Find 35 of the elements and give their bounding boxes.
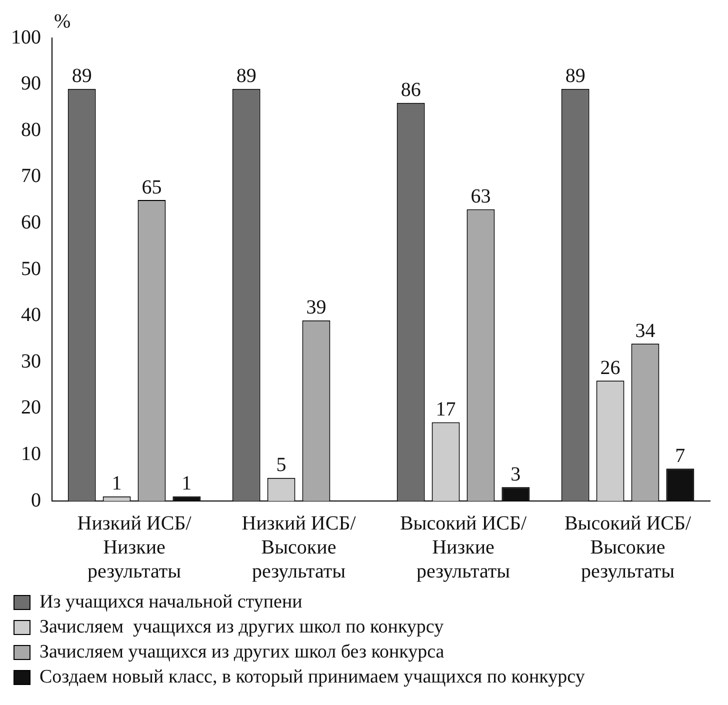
legend-label: Зачисляем учащихся из других школ без конкурса bbox=[40, 641, 445, 662]
x-tick-label: Высокий ИСБ/ Низкие результаты bbox=[400, 512, 527, 582]
data-label: 89 bbox=[565, 65, 586, 88]
legend-label: Зачисляем учащихся из других школ по конкурсу bbox=[40, 616, 444, 638]
y-tick-label: 100 bbox=[11, 26, 41, 48]
y-tick-label: 90 bbox=[21, 72, 41, 95]
y-tick-label: 80 bbox=[21, 118, 41, 141]
legend-label: Создаем новый класс, в который принимаем учащихся по конкурсу bbox=[40, 666, 586, 688]
x-tick-label: Низкий ИСБ/ Высокие результаты bbox=[242, 512, 356, 582]
data-label: 89 bbox=[72, 65, 92, 88]
y-tick-label: 0 bbox=[31, 489, 41, 512]
legend-label: Из учащихся начальной ступени bbox=[40, 591, 302, 612]
data-label: 63 bbox=[470, 186, 491, 208]
data-label: 17 bbox=[436, 398, 456, 421]
y-tick-label: 50 bbox=[21, 258, 41, 280]
y-tick-label: 30 bbox=[21, 350, 41, 372]
y-tick-label: 70 bbox=[21, 165, 41, 188]
y-tick-label: 10 bbox=[21, 442, 41, 465]
data-label: 5 bbox=[276, 454, 286, 476]
data-label: 7 bbox=[675, 444, 686, 467]
data-label: 89 bbox=[236, 65, 256, 88]
data-label: 34 bbox=[635, 320, 656, 342]
y-tick-label: 60 bbox=[21, 211, 41, 234]
y-tick-label: 40 bbox=[21, 304, 41, 326]
data-label: 39 bbox=[306, 296, 326, 319]
data-label: 1 bbox=[182, 472, 192, 495]
data-label: 26 bbox=[600, 356, 620, 379]
x-tick-label: Низкий ИСБ/ Низкие результаты bbox=[77, 512, 192, 582]
data-label: 1 bbox=[112, 472, 122, 495]
data-label: 65 bbox=[142, 176, 162, 198]
data-label: 86 bbox=[400, 79, 421, 102]
x-tick-label: Высокий ИСБ/ Высокие результаты bbox=[564, 512, 692, 582]
y-tick-label: 20 bbox=[21, 396, 41, 419]
y-axis-title: % bbox=[54, 10, 71, 32]
data-label: 3 bbox=[510, 463, 521, 486]
